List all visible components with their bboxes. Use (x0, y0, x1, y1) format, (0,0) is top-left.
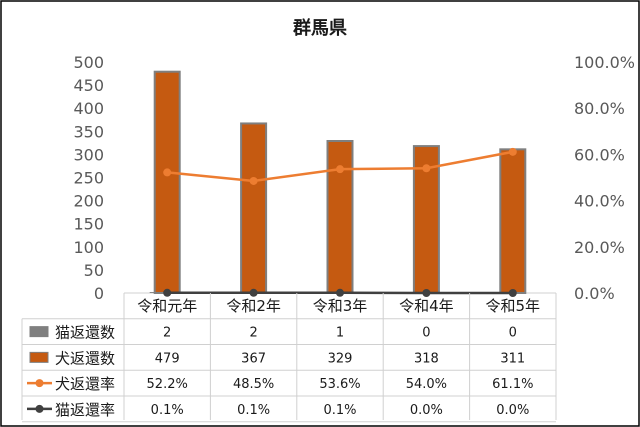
point-猫返還率 (508, 289, 517, 297)
lines-layer (163, 147, 517, 297)
y-right-tick-label: 100.0% (574, 53, 635, 72)
table-cell-猫返還数: 0 (509, 326, 517, 341)
y-left-tick-label: 250 (73, 169, 104, 188)
table-cell-犬返還率: 48.5% (233, 377, 274, 392)
point-猫返還率 (249, 288, 258, 297)
table-cell-犬返還率: 61.1% (492, 377, 533, 392)
y-right-tick-label: 0.0% (574, 284, 615, 303)
chart-title: 群馬県 (293, 17, 347, 39)
y-right-tick-label: 40.0% (574, 192, 625, 211)
legend-key-marker-犬返還率 (35, 379, 44, 388)
y-left-tick-label: 0 (94, 284, 104, 303)
table-cell-犬返還率: 53.6% (319, 377, 360, 392)
axes-layer: 0 50 100 150 200 250 300 350 400 450 500 0.0% 20.0% 4… (73, 53, 635, 303)
legend-label-犬返還率: 犬返還率 (55, 375, 115, 393)
y-right-tick-label: 60.0% (574, 145, 625, 164)
table-cell-猫返還率: 0.0% (496, 403, 529, 418)
point-犬返還率 (249, 176, 258, 185)
table-cell-猫返還数: 0 (422, 326, 430, 341)
legend-key-marker-猫返還率 (35, 404, 44, 413)
table-cell-猫返還数: 2 (249, 326, 257, 341)
point-猫返還率 (163, 288, 172, 297)
category-label: 令和4年 (399, 297, 454, 315)
y-left-tick-label: 300 (73, 145, 104, 164)
y-left-tick-label: 200 (73, 192, 104, 211)
bar-犬返還数 (326, 140, 354, 294)
legend-label-猫返還数: 猫返還数 (55, 324, 115, 342)
table-cell-犬返還数: 311 (500, 351, 525, 366)
table-cell-猫返還率: 0.0% (410, 403, 443, 418)
table-cell-猫返還率: 0.1% (237, 403, 270, 418)
table-cell-猫返還数: 2 (163, 326, 171, 341)
table-cell-犬返還数: 479 (155, 351, 180, 366)
category-label: 令和2年 (226, 297, 281, 315)
table-cell-犬返還数: 318 (414, 351, 439, 366)
bar-猫返還数 (149, 292, 155, 293)
bar-犬返還数 (240, 122, 268, 294)
y-left-tick-label: 400 (73, 99, 104, 118)
y-left-tick-label: 350 (73, 122, 104, 141)
bar-犬返還数 (499, 148, 527, 294)
y-left-tick-label: 450 (73, 76, 104, 95)
category-label: 令和元年 (137, 297, 197, 315)
table-cell-犬返還数: 367 (241, 351, 266, 366)
table-cell-猫返還率: 0.1% (151, 403, 184, 418)
point-犬返還率 (508, 147, 517, 156)
table-cell-犬返還率: 52.2% (147, 377, 188, 392)
y-left-tick-label: 150 (73, 215, 104, 234)
bar-犬返還数 (153, 70, 181, 295)
legend-key-犬返還数 (29, 351, 49, 363)
table-cell-猫返還率: 0.1% (323, 403, 356, 418)
table-cell-犬返還率: 54.0% (406, 377, 447, 392)
y-right-tick-label: 20.0% (574, 238, 625, 257)
point-猫返還率 (336, 288, 344, 297)
point-猫返還率 (422, 289, 431, 297)
category-label: 令和3年 (313, 297, 368, 315)
y-left-tick-label: 500 (73, 53, 104, 72)
y-left-tick-label: 50 (84, 261, 104, 280)
point-犬返還率 (422, 164, 431, 173)
category-label: 令和5年 (486, 297, 541, 315)
y-right-tick-label: 80.0% (574, 99, 625, 118)
table-cell-犬返還数: 329 (328, 351, 353, 366)
table-cell-猫返還数: 1 (336, 326, 344, 341)
point-犬返還率 (336, 165, 344, 174)
legend-label-猫返還率: 猫返還率 (55, 401, 115, 419)
legend-key-猫返還数 (29, 326, 49, 338)
point-犬返還率 (163, 168, 172, 177)
legend-label-犬返還数: 犬返還数 (55, 349, 115, 367)
y-left-tick-label: 100 (73, 238, 104, 257)
